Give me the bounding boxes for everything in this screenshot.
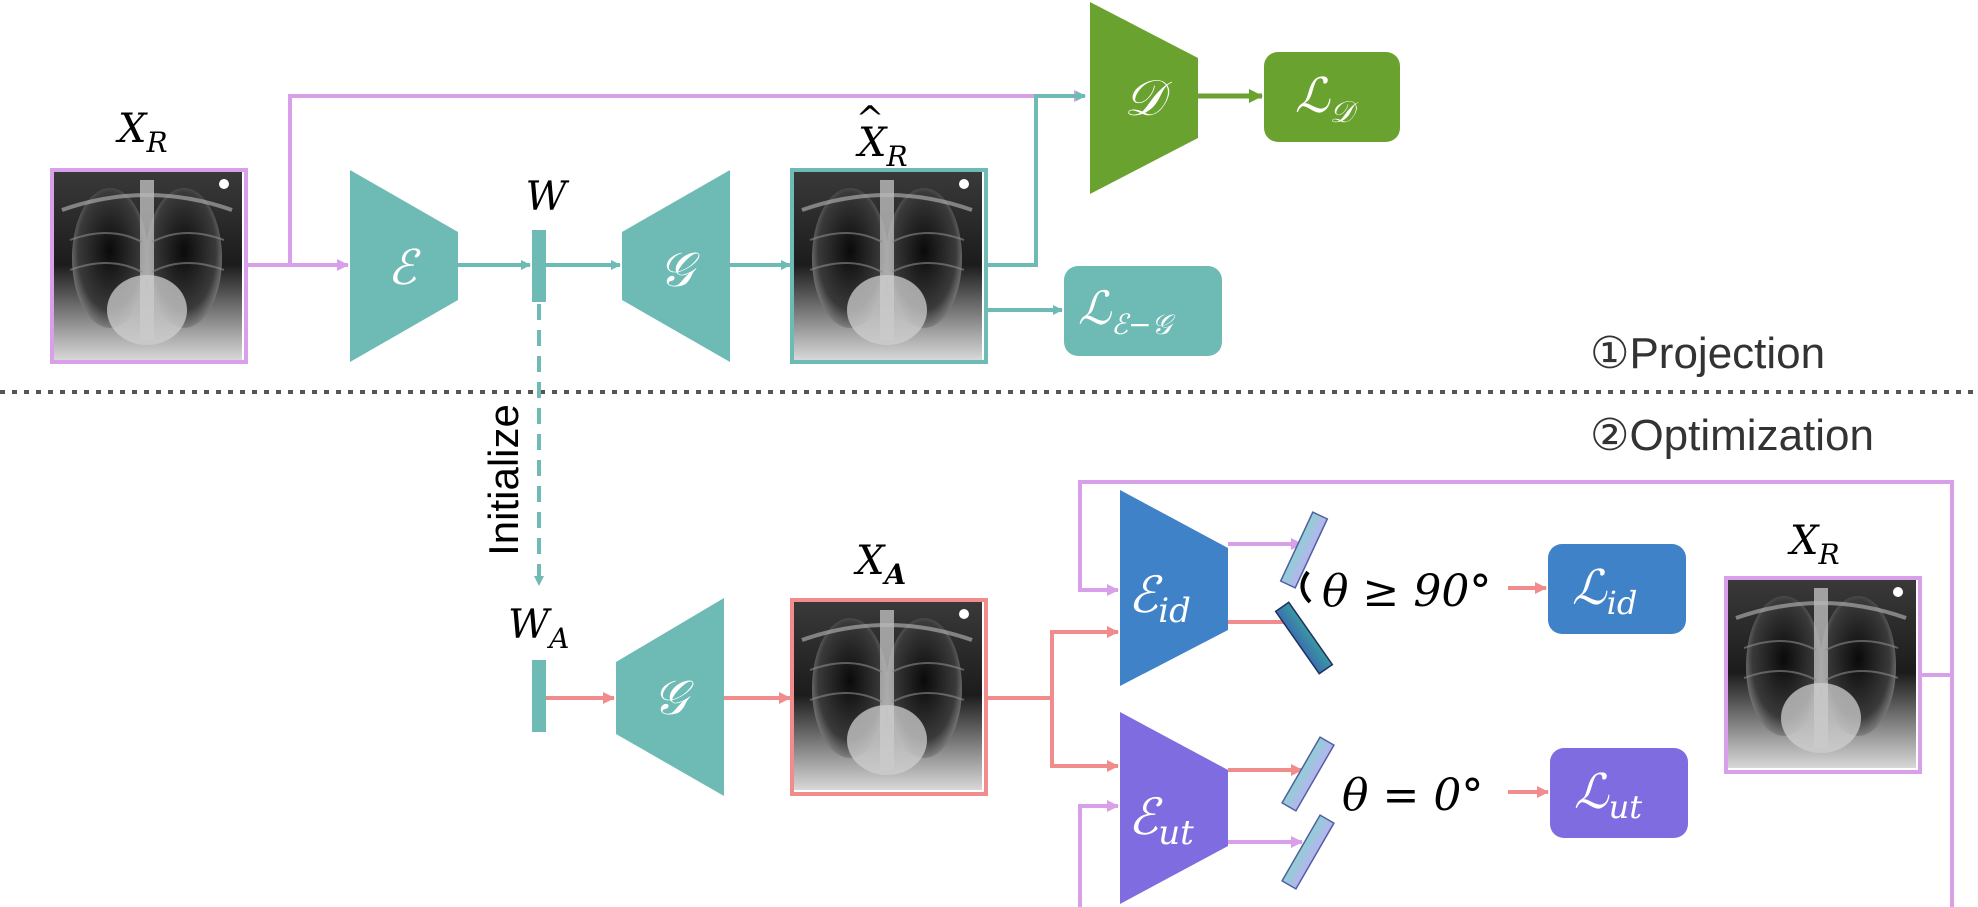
encoder-symbol: ℰ [387, 240, 421, 296]
encoder-block [350, 170, 458, 362]
loss-id-label: ℒid [1572, 560, 1637, 622]
discriminator-block [1090, 2, 1198, 194]
generator-top-block [622, 170, 730, 362]
generator-bottom-symbol: 𝒢 [653, 670, 694, 726]
w-latent-bar [532, 230, 546, 302]
loss-eg-label: ℒℰ−𝒢 [1078, 281, 1176, 341]
angle-id-condition: θ ≥ 90° [1322, 566, 1491, 617]
wa-latent-bar [532, 660, 546, 732]
loss-eg-box [1064, 266, 1222, 356]
ut-plate-top [1281, 736, 1335, 812]
generator-bottom-block [616, 598, 724, 796]
id-plate-top [1279, 511, 1329, 589]
encoder-ut-label: ℰut [1128, 788, 1194, 853]
stage1-label: ①Projection [1590, 329, 1825, 378]
loss-ut-label: ℒut [1574, 764, 1642, 826]
angle-ut-condition: θ = 0° [1342, 770, 1483, 821]
angle-arc-id [1300, 570, 1312, 604]
ut-plate-bottom [1281, 814, 1335, 890]
id-plate-bottom [1274, 601, 1334, 675]
xr-label: XR [115, 106, 168, 159]
w-label: W [525, 174, 569, 220]
encoder-id-block [1120, 490, 1228, 686]
xa-to-encoder-ut-line [1050, 698, 1119, 772]
xa-label: XA [853, 538, 906, 591]
encoder-ut-block [1120, 712, 1228, 904]
wa-label: WA [508, 602, 569, 655]
loss-d-box [1264, 52, 1400, 142]
xa-image-frame [790, 598, 988, 796]
xrhat-to-discriminator-line [988, 91, 1086, 267]
xa-to-encoder-id-line [988, 626, 1119, 700]
loss-id-box [1548, 544, 1686, 634]
encoder-id-label: ℰid [1128, 566, 1191, 631]
xr2-feedback-loop-top [1078, 480, 1954, 675]
loss-ut-box [1550, 748, 1688, 838]
generator-top-symbol: 𝒢 [659, 242, 700, 298]
xr2-feedback-loop [1078, 673, 1954, 907]
stage1-connectors [248, 89, 1263, 315]
initialize-label: Initialize [480, 404, 527, 556]
xr-image-frame [50, 168, 248, 364]
xr-hat-label: XR [855, 120, 908, 173]
xr2-image-frame [1724, 576, 1922, 774]
xr2-label: XR [1787, 518, 1840, 571]
xr-hat-accent: ^ [856, 99, 885, 139]
stage2-label: ②Optimization [1590, 411, 1874, 460]
xr-hat-image-frame [790, 168, 988, 364]
